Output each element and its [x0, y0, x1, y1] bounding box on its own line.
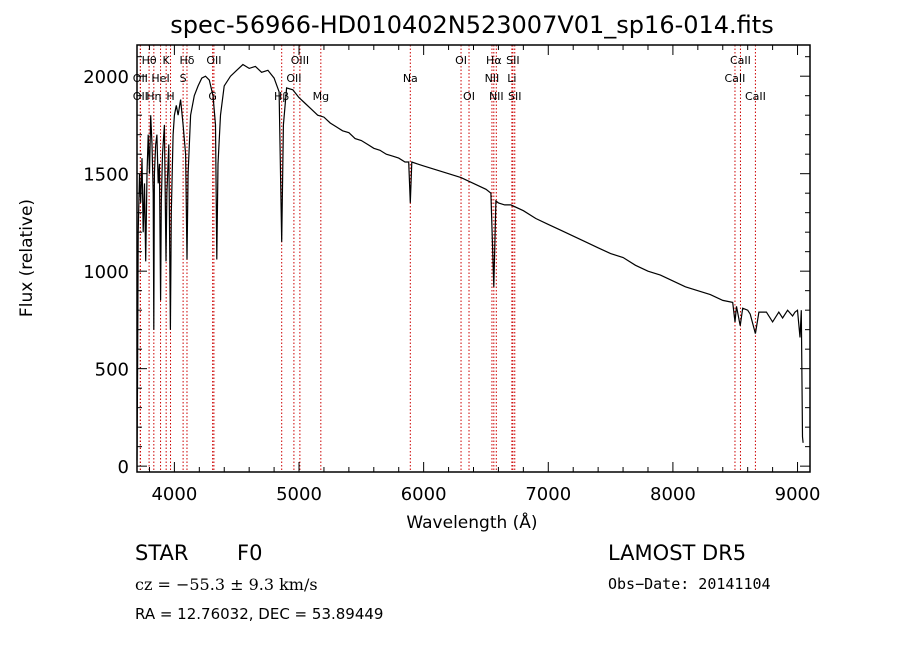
- line-label-21: Li: [507, 72, 516, 85]
- y-tick-label: 500: [95, 360, 129, 381]
- y-axis-title: Flux (relative): [17, 199, 37, 317]
- x-axis-ticks: 4000 5000 6000 7000 8000 9000: [148, 45, 821, 505]
- line-label-15: Na: [403, 72, 418, 85]
- line-label-4: HeI: [151, 72, 169, 85]
- line-label-11: OIII: [291, 54, 309, 67]
- spectrum-line: [136, 63, 804, 461]
- line-label-16: OI: [455, 54, 467, 67]
- survey-release: LAMOST DR5: [608, 541, 746, 565]
- line-label-22: NII: [489, 90, 504, 103]
- line-label-20: NII: [485, 72, 500, 85]
- line-label-3: OII: [133, 72, 148, 85]
- x-tick-label: 5000: [276, 484, 322, 505]
- y-tick-label: 1500: [83, 165, 129, 186]
- coordinates-text: RA = 12.76032, DEC = 53.89449: [135, 605, 383, 623]
- y-tick-label: 2000: [83, 67, 129, 88]
- observation-date: Obs−Date: 20141104: [608, 575, 771, 593]
- line-label-2: Hδ: [179, 54, 194, 67]
- x-tick-label: 6000: [401, 484, 447, 505]
- line-label-25: CaII: [725, 72, 746, 85]
- line-label-13: Hβ: [274, 90, 289, 103]
- line-label-1: K: [163, 54, 171, 67]
- y-axis-ticks: 0 500 1000 1500 2000: [83, 56, 810, 478]
- line-label-19: SII: [506, 54, 519, 67]
- line-label-8: H: [166, 90, 174, 103]
- line-label-18: Hα: [486, 54, 502, 67]
- x-tick-label: 7000: [525, 484, 571, 505]
- y-tick-label: 0: [118, 457, 129, 478]
- x-tick-label: 4000: [151, 484, 197, 505]
- line-label-24: CaII: [730, 54, 751, 67]
- line-label-5: S: [180, 72, 187, 85]
- x-axis-title: Wavelength (Å): [406, 511, 537, 533]
- x-tick-label: 9000: [775, 484, 821, 505]
- object-subclass: F0: [237, 541, 262, 565]
- x-tick-label: 8000: [650, 484, 696, 505]
- line-label-12: OII: [286, 72, 301, 85]
- line-label-23: SII: [508, 90, 521, 103]
- line-label-7: Hη: [146, 90, 161, 103]
- y-tick-label: 1000: [83, 262, 129, 283]
- plot-frame: [136, 44, 811, 473]
- line-label-17: OI: [463, 90, 475, 103]
- line-label-14: Mg: [313, 90, 329, 103]
- line-label-9: OII: [206, 54, 221, 67]
- spectral-line-markers: [139, 45, 756, 472]
- object-class: STAR: [135, 541, 188, 565]
- redshift-text: cz = −55.3 ± 9.3 km/s: [135, 575, 318, 594]
- line-label-26: CaII: [745, 90, 766, 103]
- line-label-0: Hθ: [142, 54, 157, 67]
- chart-title: spec-56966-HD010402N523007V01_sp16-014.f…: [170, 11, 773, 39]
